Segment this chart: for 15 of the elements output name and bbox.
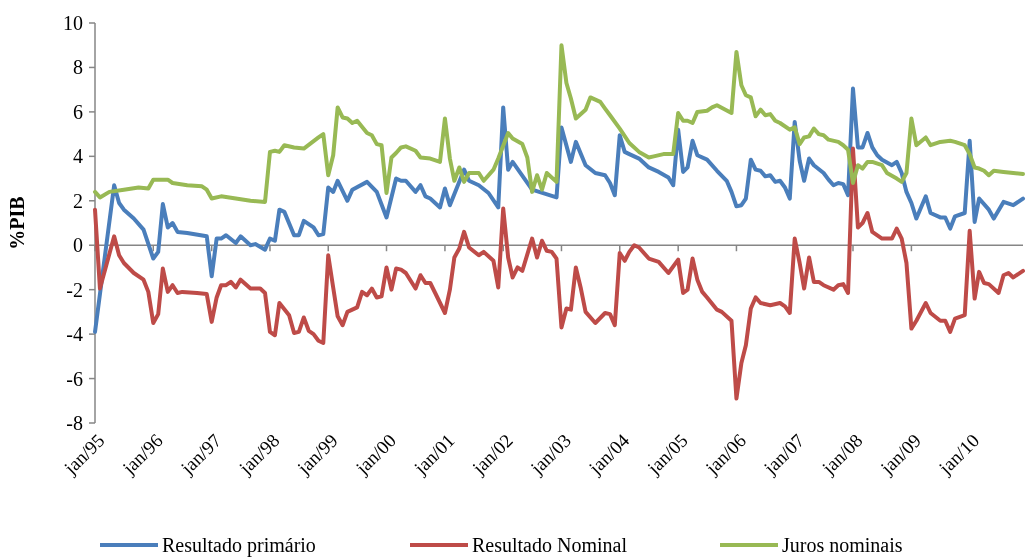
y-tick-label: 4: [73, 145, 83, 168]
y-tick-label: -8: [66, 412, 83, 434]
y-tick-label: 0: [73, 234, 83, 257]
legend-label: Resultado primário: [162, 534, 316, 557]
y-tick-label: -2: [66, 278, 83, 301]
y-tick-label: -4: [66, 323, 83, 346]
y-tick-label: 10: [63, 12, 83, 34]
y-tick-label: 6: [73, 100, 83, 123]
legend-label: Resultado Nominal: [472, 534, 628, 556]
y-tick-label: 8: [73, 56, 83, 79]
y-axis-title: %PIB: [6, 196, 28, 250]
y-tick-label: -6: [66, 367, 83, 390]
line-series: [93, 43, 1025, 204]
legend-label: Juros nominais: [782, 534, 903, 556]
y-tick-label: 2: [73, 189, 83, 212]
